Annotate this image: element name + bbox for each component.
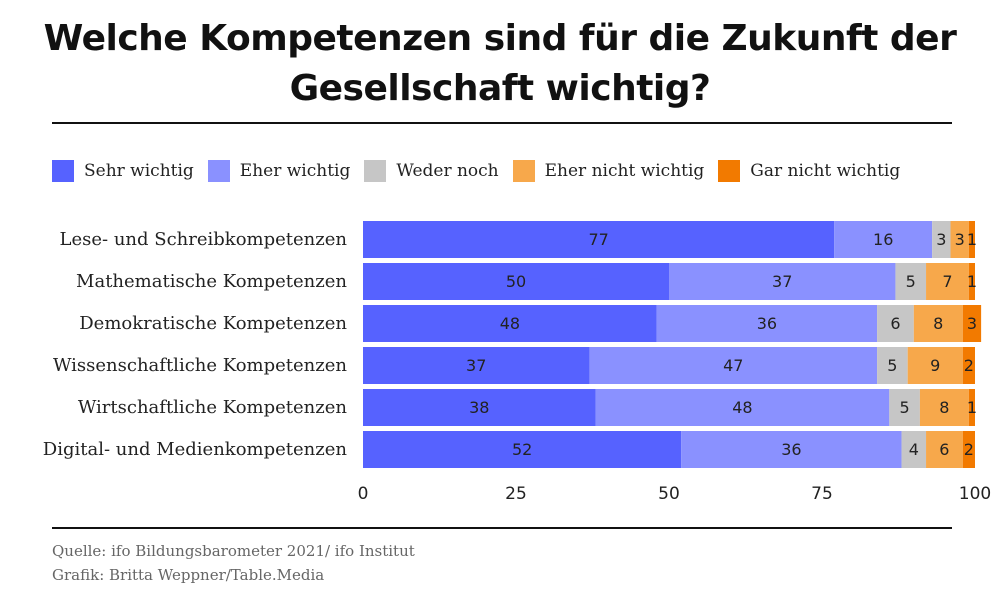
footer-divider: [52, 527, 952, 529]
legend-swatch: [207, 160, 230, 182]
bar-segment: [889, 389, 920, 426]
x-tick-label: 0: [358, 484, 369, 504]
bar-segment: [913, 305, 963, 342]
data-label: 8: [933, 314, 943, 333]
category-label: Digital- und Medienkompetenzen: [43, 439, 348, 460]
data-label: 48: [500, 314, 520, 333]
legend-item: Gar nicht wichtig: [718, 160, 900, 182]
bar-segment: [968, 389, 975, 426]
bar-segment: [926, 263, 969, 300]
bar-segment: [968, 221, 975, 258]
x-tick-label: 75: [811, 484, 833, 504]
x-tick-label: 25: [505, 484, 527, 504]
legend-label: Eher wichtig: [239, 161, 351, 181]
data-label: 1: [967, 272, 977, 291]
data-label: 38: [469, 398, 489, 417]
stacked-bar-chart: Lese- und Schreibkompetenzen 77 16 3 3 1Mathe…: [43, 221, 991, 504]
source-note: Quelle: ifo Bildungsbarometer 2021/ ifo …: [52, 542, 415, 560]
legend-swatch: [52, 160, 74, 182]
data-label: 5: [887, 356, 897, 375]
data-label: 4: [909, 440, 919, 459]
data-label: 36: [781, 440, 801, 459]
data-label: 16: [873, 230, 893, 249]
data-label: 48: [732, 398, 752, 417]
bar-segment: [926, 431, 963, 468]
legend-label: Eher nicht wichtig: [544, 161, 705, 181]
data-label: 3: [967, 314, 977, 333]
bar-segment: [950, 221, 969, 258]
data-label: 5: [900, 398, 910, 417]
chart-title-line-1: Welche Kompetenzen sind für die Zukunft …: [43, 18, 957, 59]
data-label: 47: [723, 356, 743, 375]
chart-title: Welche Kompetenzen sind für die Zukunft …: [0, 14, 1000, 114]
legend-item: Weder noch: [364, 160, 499, 182]
bar-segment: [589, 347, 878, 384]
bar-segment: [901, 431, 927, 468]
bar-segment: [962, 431, 975, 468]
data-label: 6: [939, 440, 949, 459]
bar-segment: [877, 347, 908, 384]
bar-segment: [363, 389, 596, 426]
legend-item: Eher nicht wichtig: [512, 160, 705, 182]
bar-segment: [681, 431, 902, 468]
data-label: 77: [588, 230, 608, 249]
bar-segment: [595, 389, 890, 426]
bar-segment: [363, 221, 835, 258]
bar-segment: [363, 263, 669, 300]
data-label: 8: [939, 398, 949, 417]
data-label: 36: [757, 314, 777, 333]
bar-segment: [669, 263, 896, 300]
bar-segment: [962, 305, 982, 342]
bar-segment: [877, 305, 914, 342]
bar-segment: [919, 389, 969, 426]
category-label: Mathematische Kompetenzen: [76, 271, 347, 292]
bar-segment: [656, 305, 878, 342]
category-label: Wirtschaftliche Kompetenzen: [78, 397, 348, 418]
legend-swatch: [512, 160, 535, 182]
data-label: 7: [942, 272, 952, 291]
data-label: 3: [936, 230, 946, 249]
bar-segment: [968, 263, 975, 300]
bar-segment: [363, 305, 657, 342]
data-label: 2: [964, 440, 974, 459]
title-divider: [52, 122, 952, 124]
x-tick-label: 50: [658, 484, 680, 504]
data-label: 50: [506, 272, 526, 291]
credit-note: Grafik: Britta Weppner/Table.Media: [52, 566, 325, 584]
bar-segment: [932, 221, 951, 258]
x-tick-label: 100: [959, 484, 991, 504]
legend-swatch: [718, 160, 741, 182]
bar-segment: [907, 347, 963, 384]
data-label: 5: [906, 272, 916, 291]
data-label: 52: [512, 440, 532, 459]
bar-segment: [363, 431, 682, 468]
legend-item: Eher wichtig: [207, 160, 351, 182]
legend-swatch: [364, 160, 387, 182]
bar-segment: [834, 221, 933, 258]
legend-item: Sehr wichtig: [52, 160, 194, 182]
data-label: 2: [964, 356, 974, 375]
bar-segment: [363, 347, 590, 384]
data-label: 37: [466, 356, 486, 375]
data-label: 37: [772, 272, 792, 291]
legend-label: Weder noch: [396, 161, 499, 181]
data-label: 1: [967, 230, 977, 249]
legend-label: Gar nicht wichtig: [750, 161, 901, 181]
bar-segment: [962, 347, 975, 384]
category-label: Demokratische Kompetenzen: [79, 313, 347, 334]
bar-segment: [895, 263, 927, 300]
legend-label: Sehr wichtig: [84, 161, 194, 181]
data-label: 6: [890, 314, 900, 333]
data-label: 3: [955, 230, 965, 249]
chart-title-line-2: Gesellschaft wichtig?: [289, 68, 711, 109]
data-label: 9: [930, 356, 940, 375]
category-label: Lese- und Schreibkompetenzen: [60, 229, 348, 250]
category-label: Wissenschaftliche Kompetenzen: [53, 355, 347, 376]
legend: Sehr wichtig Eher wichtig Weder noch Eher n…: [52, 158, 914, 184]
data-label: 1: [967, 398, 977, 417]
